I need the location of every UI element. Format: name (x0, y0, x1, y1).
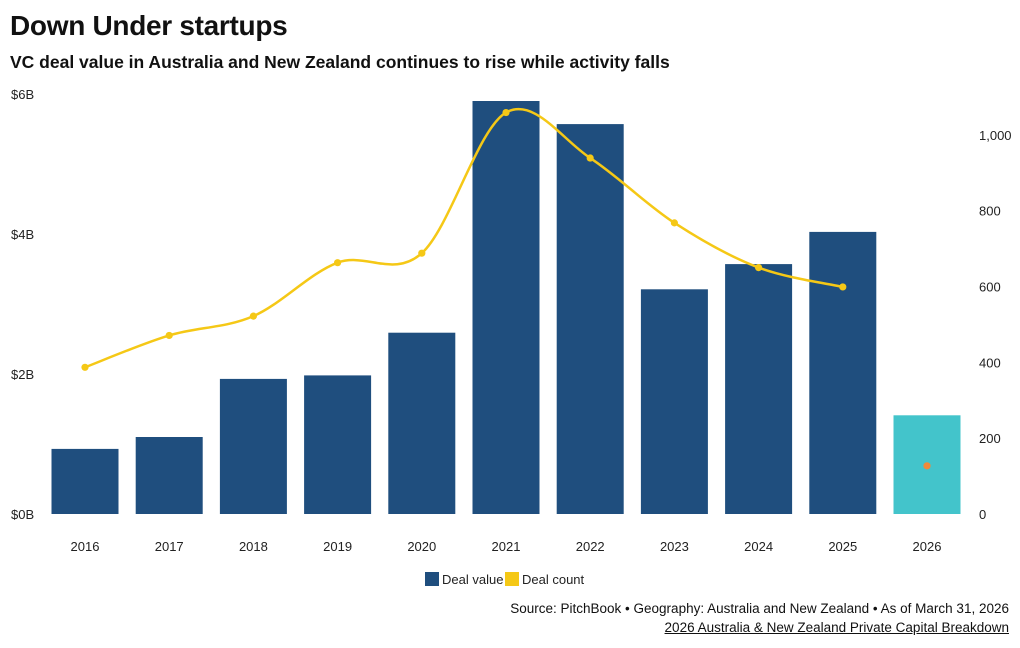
point-2023 (670, 219, 679, 227)
point-2019 (334, 259, 342, 267)
legend-label-deal-count: Deal count (522, 572, 585, 587)
bar-2025 (809, 231, 877, 514)
right-tick-label: 0 (979, 507, 986, 522)
chart-title: Down Under startups (10, 10, 288, 41)
deal-count-line (84, 107, 844, 369)
bars-layer (51, 101, 961, 514)
x-tick-label: 2018 (239, 539, 268, 554)
right-tick-label: 400 (979, 355, 1001, 370)
chart-subtitle: VC deal value in Australia and New Zeala… (10, 52, 670, 72)
x-axis: 2016 2017 2018 2019 2020 2021 2022 2023 2024 2025… (71, 539, 942, 554)
bar-2021 (472, 101, 540, 514)
x-tick-label: 2024 (744, 539, 773, 554)
bar-2020 (388, 332, 456, 514)
left-tick-label: $0B (11, 507, 34, 522)
report-link[interactable]: 2026 Australia & New Zealand Private Cap… (664, 620, 1009, 635)
point-2020 (418, 249, 426, 257)
x-tick-label: 2022 (576, 539, 605, 554)
point-2016 (81, 363, 89, 371)
point-2026 (923, 462, 931, 470)
x-tick-label: 2023 (660, 539, 689, 554)
x-tick-label: 2026 (913, 539, 942, 554)
point-2024 (755, 263, 763, 272)
x-tick-label: 2025 (828, 539, 857, 554)
right-tick-label: 600 (979, 280, 1001, 295)
bar-2022 (556, 124, 624, 514)
left-tick-label: $6B (11, 87, 34, 102)
point-2021 (502, 108, 510, 117)
bar-2018 (219, 378, 287, 514)
left-tick-label: $4B (11, 227, 34, 242)
right-tick-label: 1,000 (979, 128, 1012, 143)
x-tick-label: 2016 (71, 539, 100, 554)
bar-2024 (725, 264, 793, 514)
point-2018 (249, 312, 257, 320)
source-note: Source: PitchBook • Geography: Australia… (510, 601, 1009, 616)
bar-2017 (135, 437, 203, 514)
x-tick-label: 2019 (323, 539, 352, 554)
right-axis: 0 200 400 600 800 1,000 (979, 128, 1012, 522)
point-2025 (839, 283, 847, 291)
line-layer (81, 107, 931, 470)
x-tick-label: 2021 (492, 539, 521, 554)
x-tick-label: 2020 (407, 539, 436, 554)
point-2022 (586, 154, 594, 162)
legend-swatch-deal-value (425, 572, 439, 586)
left-tick-label: $2B (11, 367, 34, 382)
legend-swatch-deal-count (505, 572, 519, 586)
left-axis: $0B $2B $4B $6B (11, 87, 34, 522)
legend: Deal value Deal count (425, 572, 585, 587)
x-tick-label: 2017 (155, 539, 184, 554)
right-tick-label: 200 (979, 431, 1001, 446)
right-tick-label: 800 (979, 204, 1001, 219)
legend-label-deal-value: Deal value (442, 572, 503, 587)
bar-2019 (304, 375, 372, 514)
bar-2023 (640, 289, 708, 514)
point-2017 (165, 331, 173, 340)
bar-2016 (51, 448, 119, 514)
